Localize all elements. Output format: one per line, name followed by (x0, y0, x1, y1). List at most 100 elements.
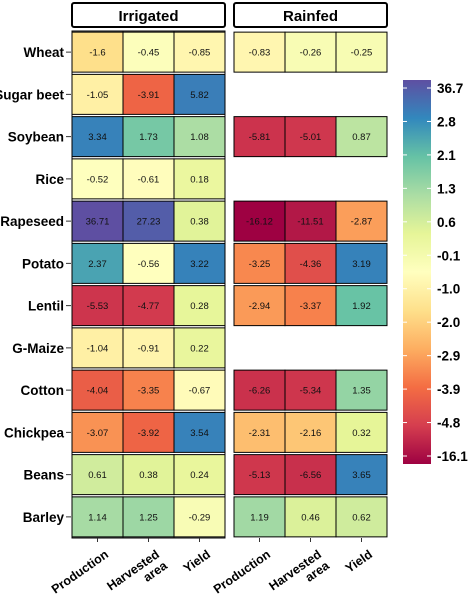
heatmap-cell (122, 242, 175, 284)
heatmap-cell (173, 285, 226, 327)
heatmap-cell (122, 369, 175, 411)
legend-label: 2.1 (437, 148, 456, 163)
heatmap-cell (122, 496, 175, 538)
panel-frame-irrigated (71, 30, 226, 539)
column-label: Yield (343, 547, 375, 575)
legend-label: -0.1 (437, 248, 461, 263)
cell-value-label: 3.65 (352, 470, 371, 481)
cell-value-label: 0.22 (190, 343, 209, 354)
row-label: Chickpea (4, 425, 65, 440)
heatmap-cell (173, 31, 226, 73)
heatmap-cell (173, 242, 226, 284)
heatmap-cell (284, 454, 337, 496)
cell-value-label: -4.04 (87, 386, 109, 397)
heatmap-cell (71, 242, 124, 284)
legend-label: 1.3 (437, 181, 456, 196)
cell-value-label: 0.38 (139, 470, 158, 481)
cell-value-label: 0.32 (352, 428, 371, 439)
row-label: Rapeseed (0, 214, 64, 229)
heatmap-cell (233, 285, 286, 327)
row-label: Lentil (28, 299, 64, 314)
heatmap-cell (122, 454, 175, 496)
heatmap-cell (284, 496, 337, 538)
heatmap-cell (335, 496, 388, 538)
panel-header-rainfed: Rainfed (283, 8, 338, 25)
legend-label: -16.1 (437, 449, 468, 464)
column-label: Yield (181, 547, 213, 575)
cell-value-label: 5.82 (190, 90, 209, 101)
legend-label: -2.9 (437, 349, 460, 364)
legend-label: -3.9 (437, 382, 460, 397)
column-label: Harvestedarea (104, 547, 170, 596)
heatmap-cell (335, 369, 388, 411)
cell-value-label: -3.92 (138, 428, 160, 439)
cell-value-label: -0.25 (351, 48, 373, 59)
cell-value-label: 0.62 (352, 512, 371, 523)
heatmap-cell (173, 200, 226, 242)
heatmap-cell (284, 411, 337, 453)
cell-value-label: 1.14 (88, 512, 107, 523)
cell-value-label: -16.12 (246, 217, 273, 228)
cell-value-label: -3.37 (300, 301, 322, 312)
row-label: Potato (22, 256, 64, 271)
cell-value-label: 0.46 (301, 512, 320, 523)
cell-value-label: -5.01 (300, 132, 322, 143)
heatmap-cell (173, 158, 226, 200)
heatmap-cell (335, 31, 388, 73)
row-label: Rice (35, 172, 64, 187)
cell-value-label: -0.29 (189, 512, 211, 523)
cell-value-label: -3.25 (249, 259, 271, 270)
heatmap-cell (335, 454, 388, 496)
heatmap-cell (233, 31, 286, 73)
cell-value-label: -3.91 (138, 90, 160, 101)
cell-value-label: 3.34 (88, 132, 107, 143)
cell-value-label: -0.67 (189, 386, 211, 397)
column-label: Harvestedarea (266, 547, 332, 596)
legend-label: 2.8 (437, 114, 456, 129)
cell-value-label: 1.25 (139, 512, 158, 523)
heatmap-cell (173, 369, 226, 411)
cell-value-label: -5.81 (249, 132, 271, 143)
heatmap-cell (173, 73, 226, 115)
cell-value-label: -11.51 (297, 217, 323, 228)
legend-label: -2.0 (437, 315, 460, 330)
heatmap-cell (122, 327, 175, 369)
column-label-line: Yield (181, 547, 213, 575)
legend-label: -1.0 (437, 282, 460, 297)
cell-value-label: -1.05 (87, 90, 109, 101)
cell-value-label: 0.87 (352, 132, 371, 143)
cell-value-label: 0.24 (190, 470, 209, 481)
heatmap-cell (71, 116, 124, 158)
cell-value-label: -6.56 (300, 470, 322, 481)
heatmap-cell (173, 327, 226, 369)
row-label: Beans (23, 468, 64, 483)
row-label: Cotton (21, 383, 64, 398)
heatmap-cell (335, 116, 388, 158)
row-label: Barley (23, 510, 65, 525)
heatmap-cell (335, 242, 388, 284)
cell-value-label: -2.87 (351, 217, 373, 228)
heatmap-cell (173, 496, 226, 538)
cell-value-label: -3.35 (138, 386, 160, 397)
cell-value-label: -0.91 (138, 343, 160, 354)
cell-value-label: 1.19 (250, 512, 269, 523)
column-label: Production (49, 547, 111, 596)
heatmap-cell (71, 200, 124, 242)
panel-header-box (233, 2, 388, 28)
column-label-line: Production (49, 547, 111, 596)
legend-label: 36.7 (437, 81, 463, 96)
row-label: G-Maize (12, 341, 64, 356)
cell-value-label: 0.61 (88, 470, 107, 481)
cell-value-label: 0.18 (190, 174, 209, 185)
heatmap-cell (71, 454, 124, 496)
heatmap-cell (173, 411, 226, 453)
cell-value-label: -1.6 (89, 48, 105, 59)
cell-value-label: -0.26 (300, 48, 322, 59)
cell-value-label: -2.31 (249, 428, 271, 439)
row-label: Soybean (8, 130, 64, 145)
heatmap-cell (71, 411, 124, 453)
column-label: Production (211, 547, 273, 596)
heatmap-cell (335, 200, 388, 242)
heatmap-cell (122, 200, 175, 242)
